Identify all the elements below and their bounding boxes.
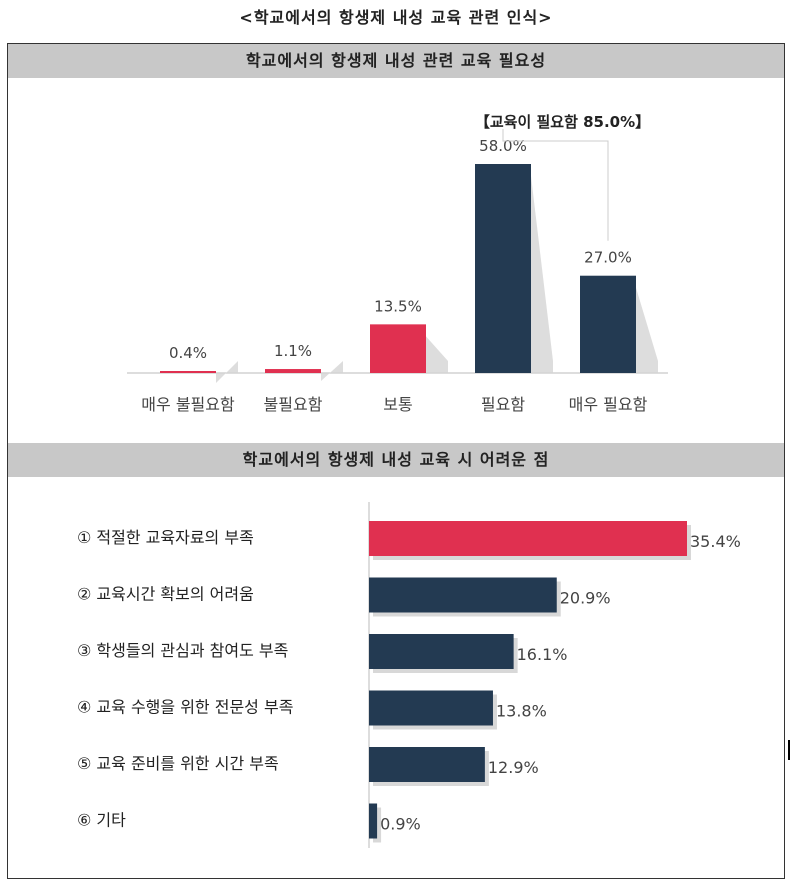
chart2-category-label: ② 교육시간 확보의 어려움 [77, 585, 254, 604]
chart2-category-label: ③ 학생들의 관심과 참여도 부족 [77, 641, 288, 660]
chart2-value-label: 12.9% [488, 758, 539, 777]
chart1-bar-shadow [216, 361, 238, 383]
chart2-bar [369, 747, 485, 782]
chart2-bar [369, 521, 687, 556]
chart1-annotation: 【교육이 필요함 85.0%】 [475, 113, 650, 131]
page-title: <학교에서의 항생제 내성 교육 관련 인식> [239, 8, 553, 27]
chart1-bracket [502, 129, 609, 241]
chart2-bar [369, 803, 378, 839]
chart1-bar-shadow [636, 287, 658, 373]
chart2-category-label: ⑥ 기타 [77, 811, 126, 830]
chart2-bar [369, 577, 557, 613]
chart1-category-label: 매우 필요함 [569, 395, 648, 414]
chart1-bar-shadow [321, 361, 343, 382]
chart2-header: 학교에서의 항생제 내성 교육 시 어려운 점 [8, 443, 784, 477]
chart2-bar [369, 690, 493, 726]
chart1-bar [370, 324, 426, 373]
chart1-category-label: 필요함 [481, 395, 525, 414]
chart2-category-label: ① 적절한 교육자료의 부족 [77, 528, 254, 547]
chart1-value-label: 1.1% [274, 342, 312, 360]
chart1-category-label: 매우 불필요함 [141, 395, 235, 414]
chart2-bar [369, 634, 514, 669]
chart1-bar [160, 371, 216, 373]
chart2-category-label: ⑤ 교육 준비를 위한 시간 부족 [77, 754, 279, 773]
chart1-value-label: 13.5% [374, 297, 422, 315]
figure-frame [7, 43, 785, 879]
chart2-value-label: 16.1% [517, 645, 568, 664]
chart1-bar-shadow [531, 176, 553, 373]
chart1-value-label: 0.4% [169, 344, 207, 362]
chart2-value-label: 13.8% [496, 702, 547, 721]
chart2-value-label: 0.9% [380, 815, 421, 834]
chart1-bar [475, 164, 531, 373]
chart2-value-label: 20.9% [560, 589, 611, 608]
chart1-bar [580, 275, 636, 373]
chart1-category-label: 보통 [383, 395, 412, 414]
chart1-bar-shadow [426, 336, 448, 373]
stray-mark [788, 740, 790, 760]
chart1-category-label: 불필요함 [264, 395, 323, 414]
chart2-value-label: 35.4% [690, 532, 741, 551]
chart1-bar [265, 369, 321, 373]
chart1-value-label: 27.0% [584, 249, 632, 267]
chart2-category-label: ④ 교육 수행을 위한 전문성 부족 [77, 698, 293, 717]
chart1-header: 학교에서의 항생제 내성 관련 교육 필요성 [8, 44, 784, 78]
